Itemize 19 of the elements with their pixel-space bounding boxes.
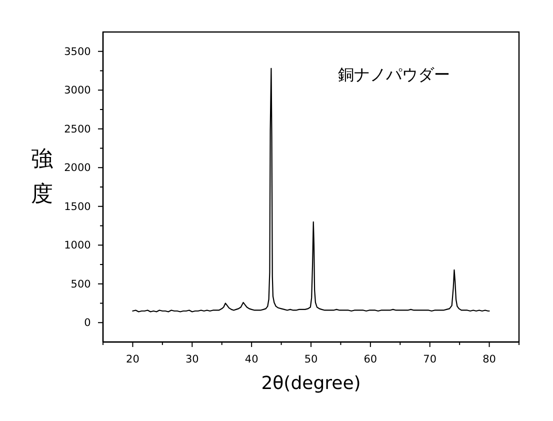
x-tick-label: 50: [304, 354, 318, 366]
x-tick-label: 30: [185, 354, 199, 366]
y-tick-label: 0: [84, 316, 91, 329]
y-tick-label: 3000: [64, 84, 91, 96]
y-tick-label: 3500: [64, 46, 91, 58]
y-axis-title: 強度: [31, 147, 53, 208]
y-tick-label: 1500: [64, 200, 91, 213]
x-tick-label: 20: [126, 354, 140, 366]
x-tick-label: 80: [482, 354, 496, 366]
x-tick-label: 70: [423, 354, 437, 366]
x-tick-label: 40: [244, 354, 258, 366]
y-tick-label: 500: [70, 278, 91, 290]
y-tick-label: 1000: [64, 239, 91, 252]
x-tick-label: 60: [364, 354, 378, 366]
y-tick-label: 2000: [64, 162, 91, 174]
line-series: [132, 68, 490, 312]
y-tick-label: 2500: [64, 123, 91, 136]
annotation: 銅ナノパウダー: [338, 65, 450, 84]
x-axis-title: 2θ(degree): [261, 373, 361, 394]
